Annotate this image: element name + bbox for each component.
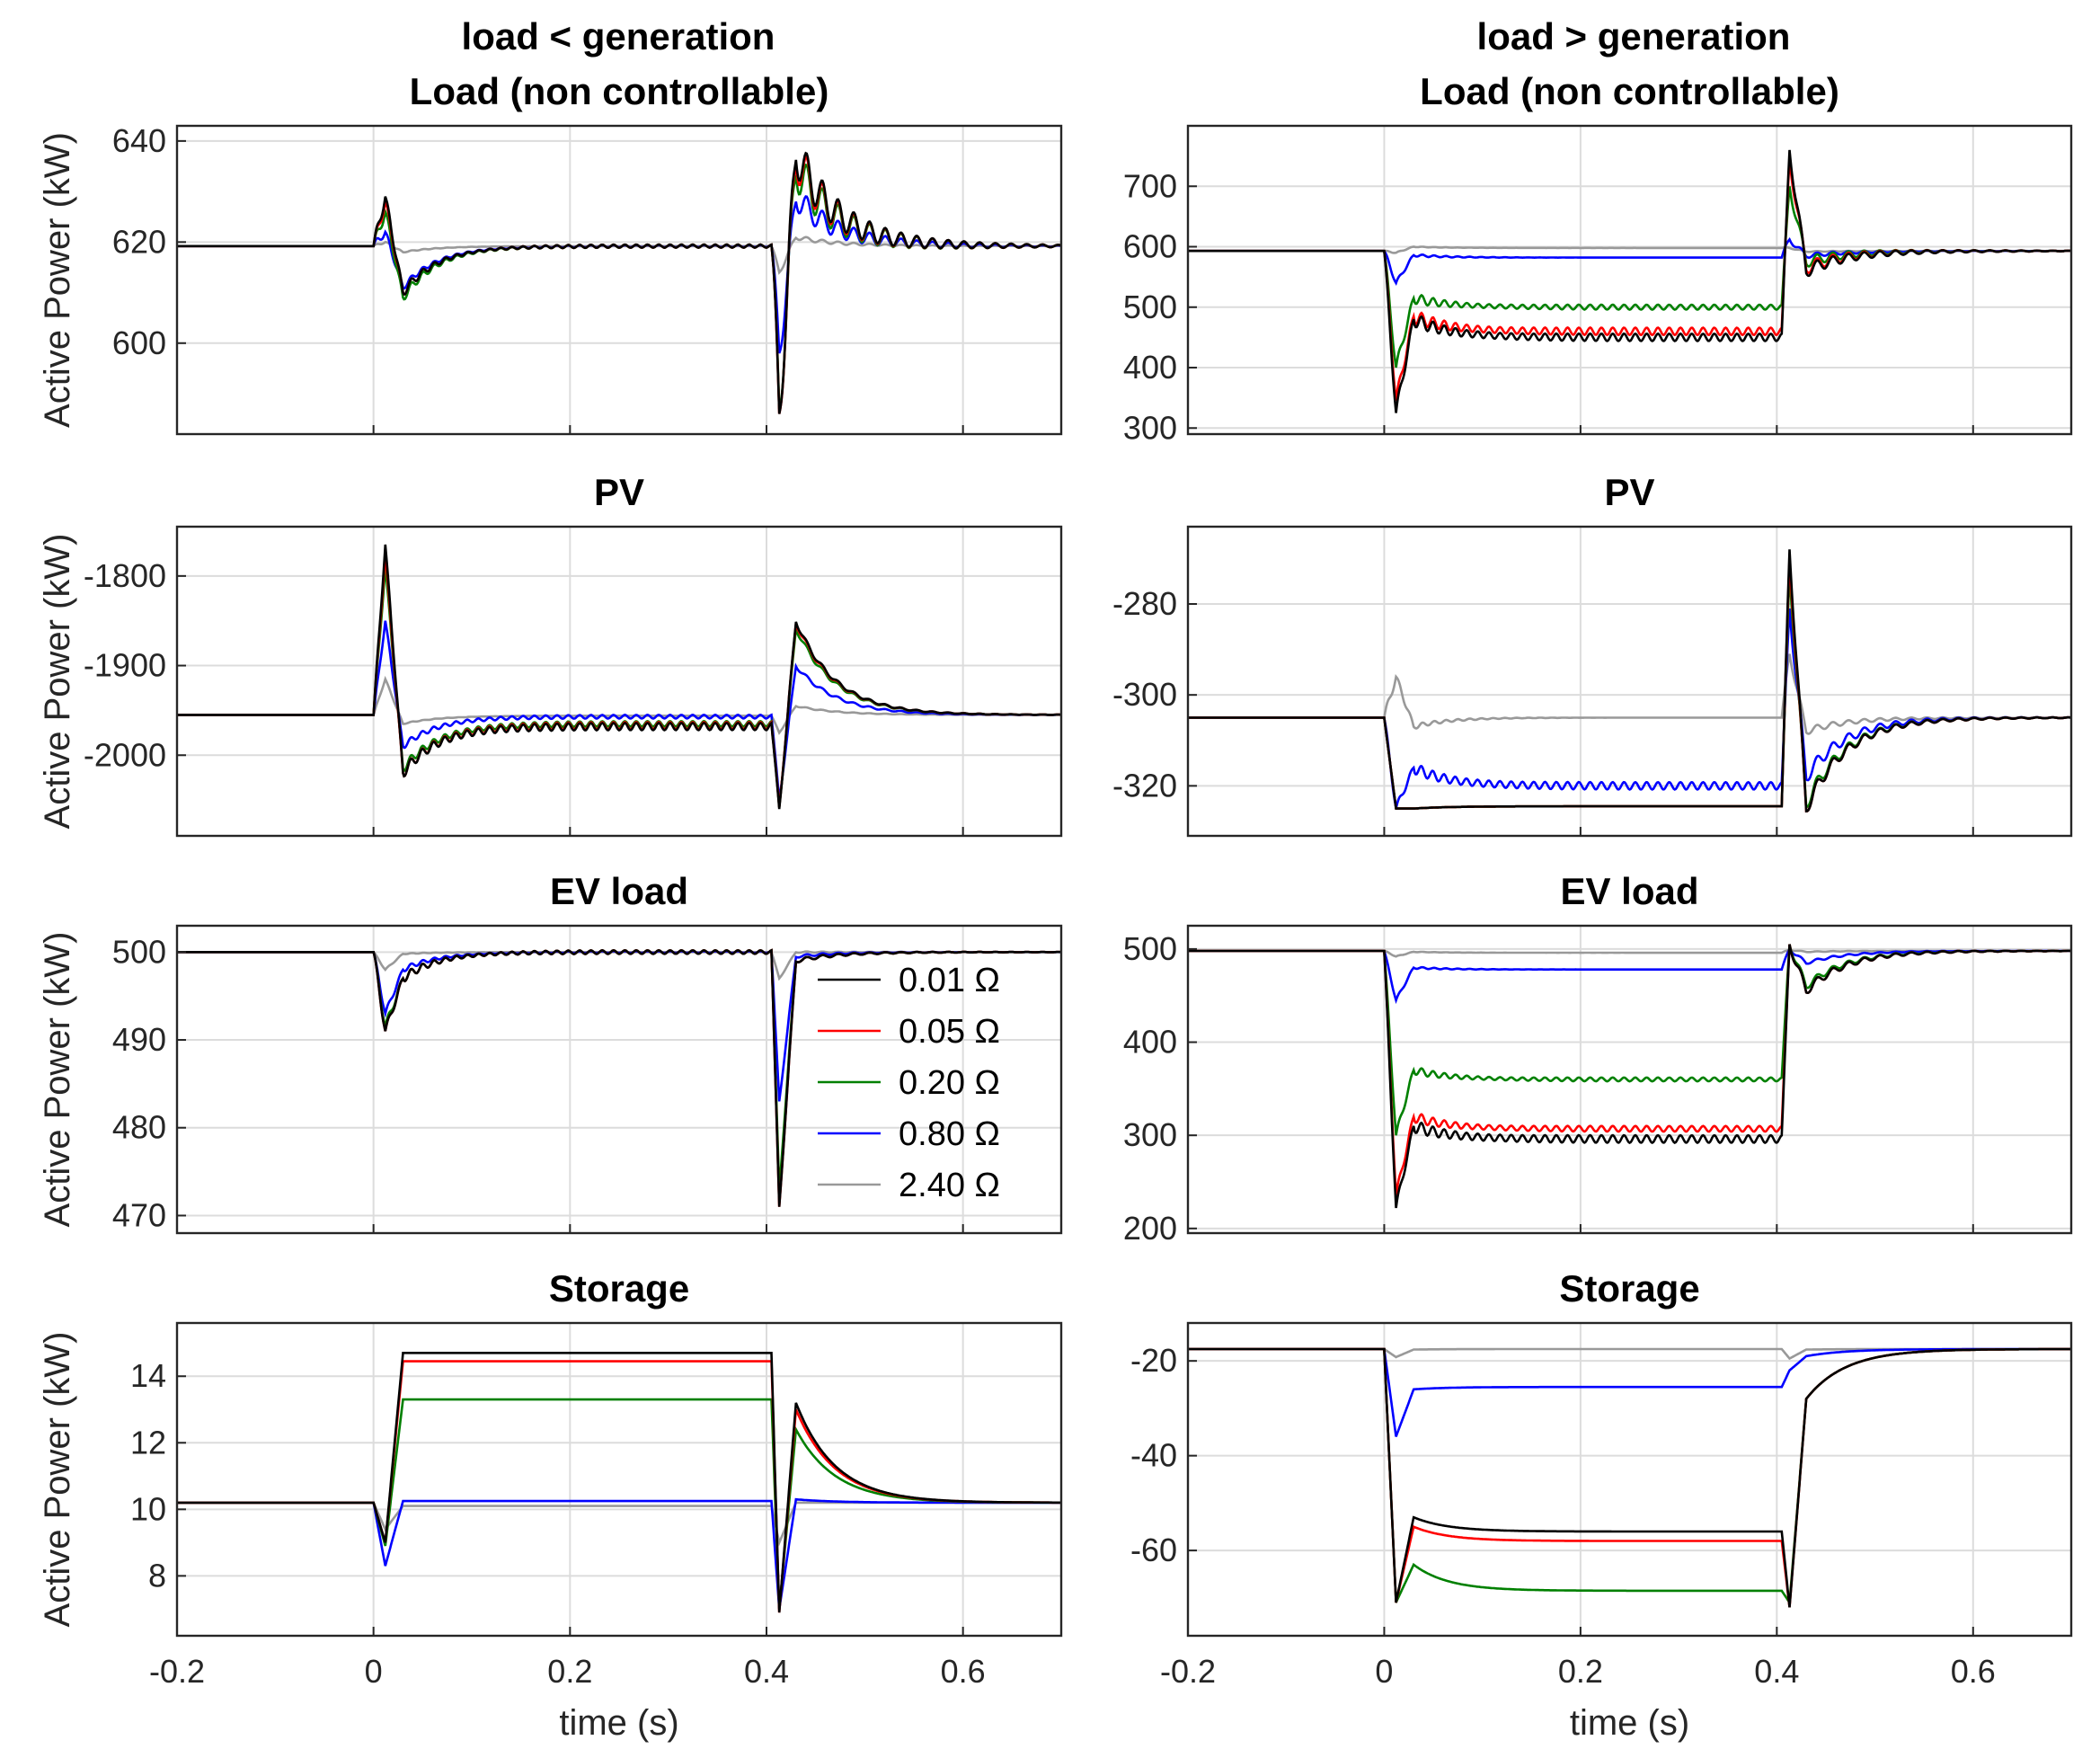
- y-tick-label: 640: [112, 122, 166, 159]
- subplot-title: EV load: [550, 870, 688, 912]
- x-tick-label: 0.6: [1951, 1653, 1996, 1690]
- legend-label: 0.01 Ω: [899, 962, 1000, 999]
- y-tick-label: 400: [1123, 1024, 1177, 1061]
- y-tick-label: 620: [112, 223, 166, 260]
- subplot-title: PV: [594, 471, 644, 513]
- axes-box: [1186, 924, 2073, 1235]
- column-title-left: load < generation: [462, 15, 775, 58]
- y-axis-label: Active Power (kW): [38, 932, 77, 1228]
- y-axis-label: Active Power (kW): [38, 534, 77, 830]
- axes-box: [175, 924, 1063, 1235]
- y-tick-label: 400: [1123, 349, 1177, 386]
- x-tick-label: 0.2: [1558, 1653, 1603, 1690]
- subplot-title: Load (non controllable): [1420, 70, 1839, 112]
- x-tick-label: 0.4: [1754, 1653, 1799, 1690]
- x-tick-label: 0: [365, 1653, 383, 1690]
- x-tick-label: -0.2: [1160, 1653, 1216, 1690]
- plot-area: [1188, 126, 2071, 434]
- plot-area: [177, 1323, 1061, 1636]
- legend-label: 2.40 Ω: [899, 1167, 1000, 1204]
- y-tick-label: -40: [1130, 1437, 1177, 1474]
- y-tick-label: 700: [1123, 167, 1177, 204]
- series-line-0-01: [177, 151, 1061, 414]
- y-tick-label: 600: [1123, 228, 1177, 265]
- axes-box: [175, 124, 1063, 436]
- subplot-title: Load (non controllable): [410, 70, 829, 112]
- plot-area: [177, 926, 1061, 1233]
- y-tick-label: 14: [130, 1357, 166, 1394]
- y-tick-label: -60: [1130, 1532, 1177, 1568]
- column-title-right: load > generation: [1477, 15, 1791, 58]
- subplot-1: 600 620 640 Load (non controllable) Active P…: [38, 70, 1063, 436]
- subplot-title: EV load: [1560, 870, 1698, 912]
- y-tick-label: -1800: [84, 557, 166, 594]
- subplot-2: 300 400 500 600 700 Load (non controllable): [1123, 70, 2073, 446]
- axes-box: [1186, 124, 2073, 436]
- x-tick-label: 0.4: [744, 1653, 789, 1690]
- y-tick-label: 600: [112, 324, 166, 361]
- plot-area: [1188, 926, 2071, 1233]
- series-line-0-01: [177, 948, 1061, 1207]
- y-tick-label: -20: [1130, 1342, 1177, 1379]
- subplot-title: Storage: [549, 1267, 689, 1310]
- subplot-grid: 600 620 640 Load (non controllable) Active P…: [38, 70, 2073, 1743]
- x-tick-label: 0.2: [547, 1653, 592, 1690]
- y-tick-label: 300: [1123, 1116, 1177, 1153]
- y-tick-label: -300: [1112, 676, 1177, 713]
- x-tick-label: -0.2: [149, 1653, 205, 1690]
- axes-box: [1186, 1321, 2073, 1638]
- plot-area: [177, 126, 1061, 434]
- y-tick-label: 480: [112, 1109, 166, 1146]
- legend-label: 0.05 Ω: [899, 1013, 1000, 1051]
- plot-area: [177, 527, 1061, 836]
- series-line-0-01: [1188, 944, 2071, 1209]
- x-tick-label: 0.6: [941, 1653, 986, 1690]
- x-axis-label: time (s): [559, 1703, 678, 1743]
- legend-label: 0.20 Ω: [899, 1064, 1000, 1102]
- y-tick-label: 300: [1123, 409, 1177, 446]
- y-tick-label: -1900: [84, 647, 166, 684]
- plot-area: [1188, 527, 2071, 836]
- axes-box: [1186, 525, 2073, 838]
- y-tick-label: 12: [130, 1424, 166, 1461]
- y-tick-label: 500: [112, 933, 166, 970]
- y-tick-label: 470: [112, 1196, 166, 1233]
- legend-label: 0.80 Ω: [899, 1115, 1000, 1153]
- subplot-title: PV: [1604, 471, 1654, 513]
- series-line-0-01: [1188, 1347, 2071, 1608]
- subplot-5: 470 480 490 500 EV load Active Power (kW): [38, 870, 1063, 1235]
- series-line-0-01: [1188, 149, 2071, 413]
- y-tick-label: 10: [130, 1490, 166, 1527]
- subplot-title: Storage: [1559, 1267, 1699, 1310]
- y-tick-label: 200: [1123, 1210, 1177, 1247]
- series-line-0-01: [177, 1352, 1061, 1613]
- legend: 0.01 Ω 0.05 Ω 0.20 Ω 0.80 Ω 2.40 Ω: [818, 962, 1000, 1204]
- series-line-0-01: [177, 544, 1061, 810]
- y-tick-label: 500: [1123, 930, 1177, 967]
- y-tick-label: -2000: [84, 736, 166, 773]
- y-tick-label: -280: [1112, 585, 1177, 622]
- subplot-7: 8 10 12 14 -0.2 0 0.2 0.4 0.6 Storage Active Power…: [38, 1267, 1063, 1743]
- axes-box: [175, 525, 1063, 838]
- plot-area: [1188, 1323, 2071, 1636]
- subplot-8: -20 -40 -60 -0.2 0 0.2 0.4 0.6 Storage time (s): [1130, 1267, 2073, 1743]
- y-tick-label: 490: [112, 1021, 166, 1058]
- subplot-4: -280 -300 -320 PV: [1112, 471, 2073, 838]
- x-axis-label: time (s): [1570, 1703, 1689, 1743]
- y-axis-label: Active Power (kW): [38, 1332, 77, 1628]
- subplot-3: -1800 -1900 -2000 PV Active Power (kW): [38, 471, 1063, 838]
- y-tick-label: 500: [1123, 289, 1177, 325]
- series-line-0-01: [1188, 549, 2071, 813]
- y-tick-label: -320: [1112, 767, 1177, 804]
- y-axis-label: Active Power (kW): [38, 132, 77, 428]
- y-tick-label: 8: [148, 1557, 166, 1594]
- axes-box: [175, 1321, 1063, 1638]
- x-tick-label: 0: [1375, 1653, 1393, 1690]
- subplot-6: 200 300 400 500 EV load: [1123, 870, 2073, 1247]
